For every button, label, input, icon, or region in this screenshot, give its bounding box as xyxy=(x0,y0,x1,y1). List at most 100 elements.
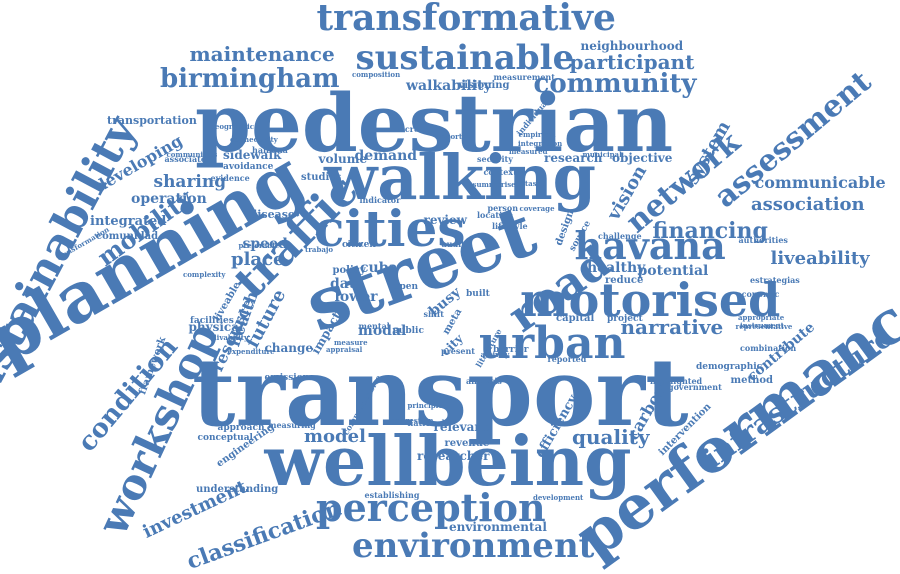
word-6: cities xyxy=(314,199,466,258)
word-84: research xyxy=(544,151,603,165)
word-142: government xyxy=(668,382,722,392)
word-87: sidewalk xyxy=(223,148,282,162)
word-55: researcher xyxy=(417,449,490,463)
word-125: livability xyxy=(214,332,249,342)
word-106: audit xyxy=(441,239,465,249)
word-14: sustainable xyxy=(355,38,575,78)
word-143: reported xyxy=(547,354,587,364)
word-50: conceptual xyxy=(197,432,253,443)
word-78: change xyxy=(264,341,314,355)
word-57: relevant xyxy=(433,420,489,434)
word-126: expenditure xyxy=(227,346,275,356)
word-37: walkability xyxy=(406,78,492,94)
word-10: motorised xyxy=(520,273,781,327)
word-140: analysis xyxy=(466,376,502,386)
word-157: appraisal xyxy=(326,344,363,354)
word-67: healthy xyxy=(587,260,646,276)
word-121: coverage xyxy=(519,203,555,213)
word-17: environment xyxy=(352,526,595,566)
word-91: review xyxy=(423,213,467,227)
word-158: challenge xyxy=(598,231,642,241)
word-137: appropriate xyxy=(738,312,785,322)
word-136: representative xyxy=(735,321,793,331)
word-82: data xyxy=(330,276,365,292)
word-71: authorities xyxy=(738,235,788,245)
word-122: lifestyle xyxy=(492,221,528,231)
word-133: measure xyxy=(334,337,368,347)
word-62: method xyxy=(730,375,774,386)
word-93: lower xyxy=(334,289,378,305)
word-156: trabajo xyxy=(305,244,334,254)
word-26: participant xyxy=(569,50,695,74)
word-104: citizen xyxy=(342,239,376,250)
word-32: financing xyxy=(652,218,768,244)
word-115: security xyxy=(477,154,513,164)
word-72: place xyxy=(231,249,285,270)
word-86: volume xyxy=(318,152,368,166)
word-36: neighbourhood xyxy=(580,39,684,53)
word-92: cuba xyxy=(360,260,398,276)
word-85: objective xyxy=(612,151,673,165)
word-0: transport xyxy=(192,338,689,448)
word-45: comunidad xyxy=(96,231,159,242)
word-70: estrategias xyxy=(750,275,800,285)
word-117: summarise xyxy=(472,179,516,189)
word-138: instrument xyxy=(740,320,784,330)
word-64: capital xyxy=(556,313,595,324)
word-29: model xyxy=(304,426,366,447)
word-13: transformative xyxy=(316,0,616,39)
word-110: increase xyxy=(396,124,434,134)
word-95: public xyxy=(392,325,424,336)
word-130: barrier xyxy=(493,344,529,355)
word-113: integration xyxy=(518,138,563,148)
word-49: approach xyxy=(217,422,265,433)
word-68: reduce xyxy=(605,275,644,286)
word-83: demand xyxy=(354,148,418,164)
word-144: highlighted xyxy=(650,376,703,386)
word-2: pedestrian xyxy=(195,76,674,170)
word-145: development xyxy=(533,492,584,502)
word-154: important xyxy=(435,131,475,141)
word-73: speed xyxy=(242,236,288,252)
word-96: modal xyxy=(358,323,407,339)
word-30: quality xyxy=(572,425,650,449)
word-150: halbana xyxy=(252,145,288,155)
word-139: municipal xyxy=(582,149,622,159)
word-148: geographic xyxy=(210,121,255,131)
word-52: understanding xyxy=(196,484,279,495)
word-23: birmingham xyxy=(160,64,340,94)
word-114: measured xyxy=(509,146,548,156)
word-94: policy xyxy=(332,265,366,276)
word-54: establishing xyxy=(364,490,420,500)
word-134: present xyxy=(441,346,476,356)
word-90: studies xyxy=(301,172,342,183)
word-149: connectivity xyxy=(230,134,278,144)
word-77: physical xyxy=(188,320,244,334)
word-141: principle xyxy=(407,400,443,410)
word-152: complexity xyxy=(183,269,226,279)
word-88: avoidance xyxy=(223,161,274,172)
word-80: measuring xyxy=(268,420,316,430)
word-120: person xyxy=(487,203,519,213)
word-63: demographic xyxy=(696,361,763,372)
word-119: dataset xyxy=(515,178,545,188)
word-108: shift xyxy=(423,309,445,319)
word-4: walking xyxy=(324,141,597,214)
word-76: disease xyxy=(249,207,295,221)
word-105: indicator xyxy=(359,195,401,205)
word-135: combination xyxy=(740,343,797,353)
word-112: empirical xyxy=(518,129,556,139)
word-116: context xyxy=(483,167,517,177)
word-1: wellbeing xyxy=(264,422,632,502)
word-24: community xyxy=(533,69,697,99)
word-39: measurement xyxy=(493,72,555,82)
word-33: association xyxy=(751,194,865,215)
word-35: liveability xyxy=(770,248,870,269)
word-56: revenue xyxy=(444,438,490,449)
word-151: preferable xyxy=(238,240,280,250)
word-31: narrative xyxy=(620,315,724,339)
word-155: composition xyxy=(352,69,401,79)
word-131: activity xyxy=(480,349,510,359)
word-89: evidence xyxy=(210,173,250,183)
word-127: national xyxy=(407,418,445,428)
